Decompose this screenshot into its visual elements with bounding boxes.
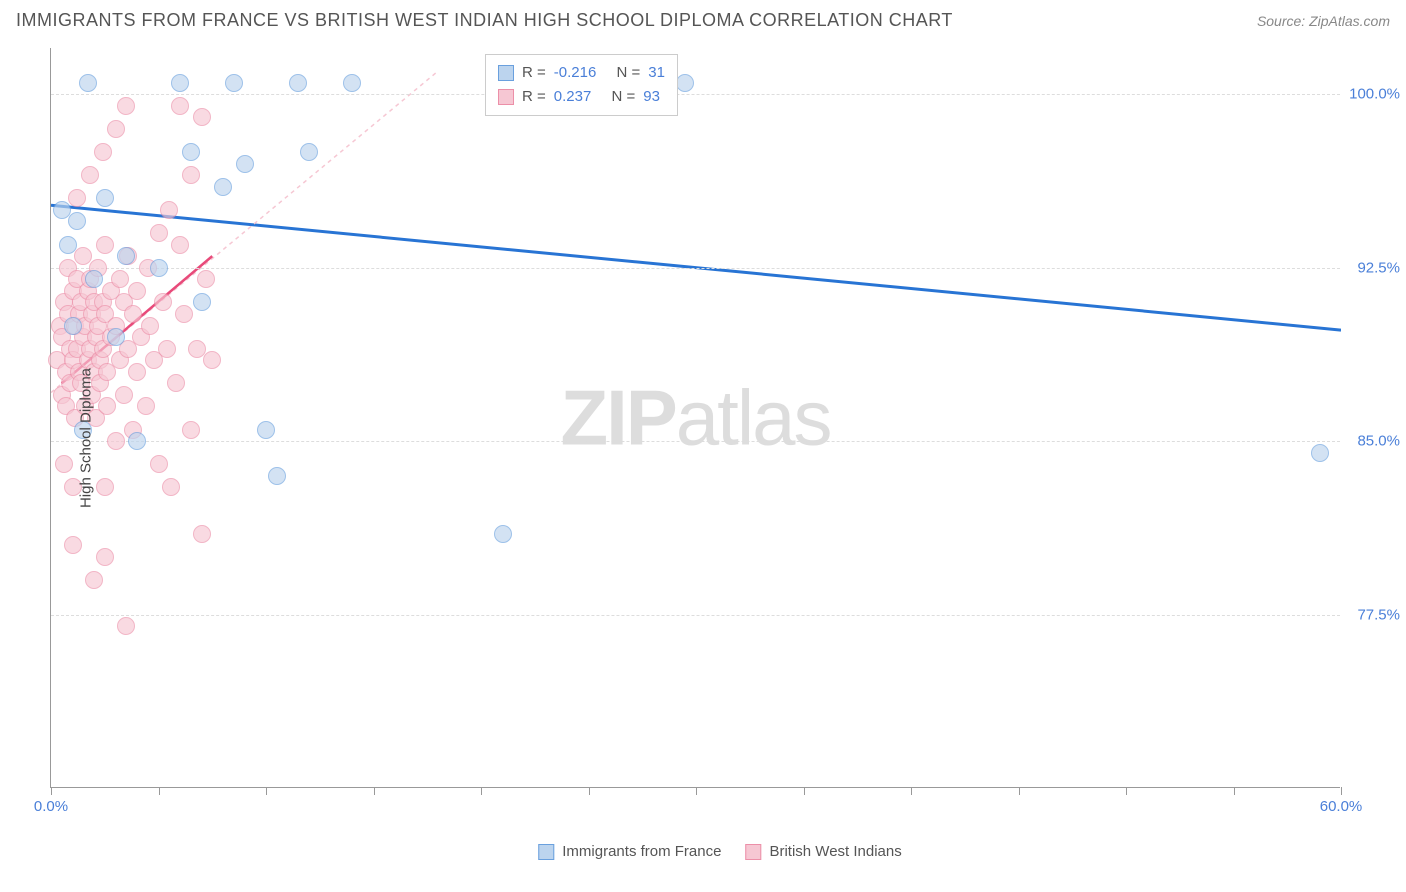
x-tick-label: 0.0% (34, 798, 68, 815)
x-tick (1341, 787, 1342, 795)
data-point (96, 478, 114, 496)
data-point (98, 397, 116, 415)
data-point (150, 224, 168, 242)
data-point (55, 455, 73, 473)
data-point (111, 270, 129, 288)
plot-area: ZIPatlas 77.5%85.0%92.5%100.0%0.0%60.0% (50, 48, 1340, 788)
data-point (268, 467, 286, 485)
data-point (68, 212, 86, 230)
legend-top: R = -0.216 N = 31 R = 0.237 N = 93 (485, 54, 678, 116)
data-point (175, 305, 193, 323)
data-point (124, 305, 142, 323)
data-point (94, 143, 112, 161)
y-tick-label: 77.5% (1357, 606, 1400, 623)
data-point (343, 74, 361, 92)
data-point (85, 270, 103, 288)
x-tick (374, 787, 375, 795)
data-point (117, 97, 135, 115)
data-point (68, 189, 86, 207)
data-point (154, 293, 172, 311)
chart-container: ZIPatlas 77.5%85.0%92.5%100.0%0.0%60.0% … (50, 48, 1390, 828)
x-tick (911, 787, 912, 795)
data-point (64, 536, 82, 554)
data-point (182, 143, 200, 161)
data-point (193, 525, 211, 543)
y-tick-label: 92.5% (1357, 259, 1400, 276)
data-point (162, 478, 180, 496)
data-point (79, 74, 97, 92)
data-point (137, 397, 155, 415)
data-point (150, 455, 168, 473)
legend-swatch-france (498, 65, 514, 81)
data-point (141, 317, 159, 335)
x-tick (804, 787, 805, 795)
y-tick-label: 100.0% (1349, 86, 1400, 103)
data-point (107, 328, 125, 346)
chart-title: IMMIGRANTS FROM FRANCE VS BRITISH WEST I… (16, 10, 953, 31)
x-tick (589, 787, 590, 795)
x-tick (51, 787, 52, 795)
source-label: Source: ZipAtlas.com (1257, 13, 1390, 29)
data-point (289, 74, 307, 92)
x-tick (1234, 787, 1235, 795)
data-point (257, 421, 275, 439)
y-axis-title: High School Diploma (78, 368, 95, 508)
grid-line-h (51, 268, 1340, 269)
data-point (96, 548, 114, 566)
data-point (494, 525, 512, 543)
data-point (128, 432, 146, 450)
data-point (160, 201, 178, 219)
y-tick-label: 85.0% (1357, 433, 1400, 450)
data-point (115, 386, 133, 404)
data-point (182, 421, 200, 439)
legend-bottom: Immigrants from France British West Indi… (538, 843, 901, 860)
data-point (171, 97, 189, 115)
data-point (158, 340, 176, 358)
data-point (225, 74, 243, 92)
data-point (128, 282, 146, 300)
data-point (59, 236, 77, 254)
grid-line-h (51, 94, 1340, 95)
x-tick (481, 787, 482, 795)
legend-bottom-swatch-bwi (745, 844, 761, 860)
data-point (96, 189, 114, 207)
data-point (193, 108, 211, 126)
data-point (193, 293, 211, 311)
data-point (96, 236, 114, 254)
legend-bottom-label-france: Immigrants from France (562, 843, 721, 860)
x-tick (266, 787, 267, 795)
grid-line-h (51, 441, 1340, 442)
data-point (107, 432, 125, 450)
data-point (203, 351, 221, 369)
x-tick-label: 60.0% (1320, 798, 1363, 815)
legend-swatch-bwi (498, 89, 514, 105)
data-point (676, 74, 694, 92)
data-point (171, 236, 189, 254)
x-tick (159, 787, 160, 795)
data-point (236, 155, 254, 173)
data-point (171, 74, 189, 92)
legend-bottom-swatch-france (538, 844, 554, 860)
x-tick (1019, 787, 1020, 795)
data-point (182, 166, 200, 184)
data-point (117, 247, 135, 265)
data-point (150, 259, 168, 277)
data-point (128, 363, 146, 381)
watermark: ZIPatlas (560, 372, 830, 463)
data-point (214, 178, 232, 196)
data-point (107, 120, 125, 138)
grid-line-h (51, 615, 1340, 616)
x-tick (1126, 787, 1127, 795)
data-point (167, 374, 185, 392)
data-point (117, 617, 135, 635)
data-point (1311, 444, 1329, 462)
data-point (81, 166, 99, 184)
data-point (197, 270, 215, 288)
data-point (85, 571, 103, 589)
data-point (300, 143, 318, 161)
x-tick (696, 787, 697, 795)
legend-bottom-label-bwi: British West Indians (769, 843, 901, 860)
data-point (64, 317, 82, 335)
